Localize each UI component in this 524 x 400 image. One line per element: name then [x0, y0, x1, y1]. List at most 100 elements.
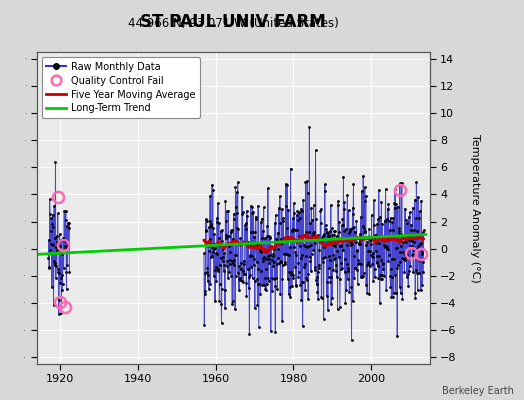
Point [419, 227, 428, 233]
Point [336, 243, 345, 249]
Point [298, 252, 307, 258]
Point [50, 258, 58, 264]
Point [211, 298, 219, 304]
Point [353, 248, 362, 254]
Point [47, 221, 56, 228]
Point [357, 214, 365, 220]
Point [241, 271, 249, 278]
Point [362, 282, 370, 288]
Point [397, 230, 406, 237]
Point [257, 249, 265, 255]
Point [363, 289, 372, 296]
Point [306, 258, 314, 264]
Point [254, 281, 262, 287]
Point [375, 187, 383, 193]
Point [252, 245, 260, 252]
Point [245, 331, 254, 337]
Point [315, 265, 323, 272]
Point [389, 227, 397, 233]
Point [335, 243, 344, 249]
Point [60, 236, 68, 242]
Point [368, 254, 377, 260]
Point [383, 216, 391, 223]
Point [292, 252, 300, 258]
Point [287, 270, 296, 277]
Point [394, 204, 402, 210]
Point [227, 229, 235, 235]
Point [377, 276, 385, 282]
Point [415, 257, 423, 264]
Point [261, 286, 269, 292]
Point [394, 262, 402, 268]
Point [314, 232, 322, 238]
Point [310, 228, 318, 235]
Point [332, 268, 340, 274]
Point [64, 225, 73, 231]
Point [289, 272, 297, 278]
Point [418, 229, 427, 235]
Point [298, 278, 306, 285]
Point [333, 274, 341, 280]
Point [359, 272, 367, 279]
Point [396, 259, 405, 266]
Point [220, 250, 228, 256]
Point [341, 256, 349, 262]
Point [319, 255, 328, 261]
Point [242, 220, 250, 226]
Point [365, 226, 373, 232]
Point [304, 229, 313, 236]
Point [332, 240, 340, 246]
Point [388, 274, 396, 280]
Point [259, 228, 267, 234]
Point [323, 229, 331, 235]
Point [268, 275, 277, 282]
Point [342, 287, 351, 293]
Point [225, 269, 233, 276]
Point [313, 280, 321, 287]
Point [208, 221, 216, 227]
Point [395, 284, 403, 290]
Point [309, 230, 317, 236]
Point [411, 214, 420, 221]
Point [222, 232, 231, 238]
Point [344, 264, 352, 271]
Point [347, 242, 355, 248]
Point [244, 266, 253, 273]
Point [370, 274, 379, 280]
Point [405, 214, 413, 220]
Point [320, 244, 328, 250]
Point [335, 254, 343, 260]
Point [388, 256, 396, 262]
Point [290, 244, 298, 250]
Point [328, 225, 336, 232]
Point [390, 256, 398, 262]
Point [294, 260, 302, 267]
Point [298, 208, 306, 214]
Point [230, 256, 238, 263]
Point [309, 246, 318, 253]
Point [391, 204, 399, 211]
Point [49, 302, 58, 309]
Point [267, 245, 276, 252]
Point [385, 234, 394, 241]
Point [213, 268, 222, 274]
Point [242, 280, 250, 286]
Point [66, 269, 74, 275]
Point [376, 300, 384, 306]
Point [397, 243, 406, 250]
Point [305, 124, 313, 130]
Point [353, 267, 361, 274]
Point [358, 274, 366, 280]
Point [234, 226, 243, 232]
Point [271, 329, 279, 335]
Point [276, 259, 285, 266]
Point [415, 270, 423, 276]
Point [272, 274, 280, 281]
Point [258, 282, 266, 288]
Point [418, 282, 427, 289]
Point [389, 290, 398, 296]
Point [270, 246, 278, 252]
Point [381, 243, 390, 250]
Point [412, 178, 421, 185]
Point [262, 266, 270, 272]
